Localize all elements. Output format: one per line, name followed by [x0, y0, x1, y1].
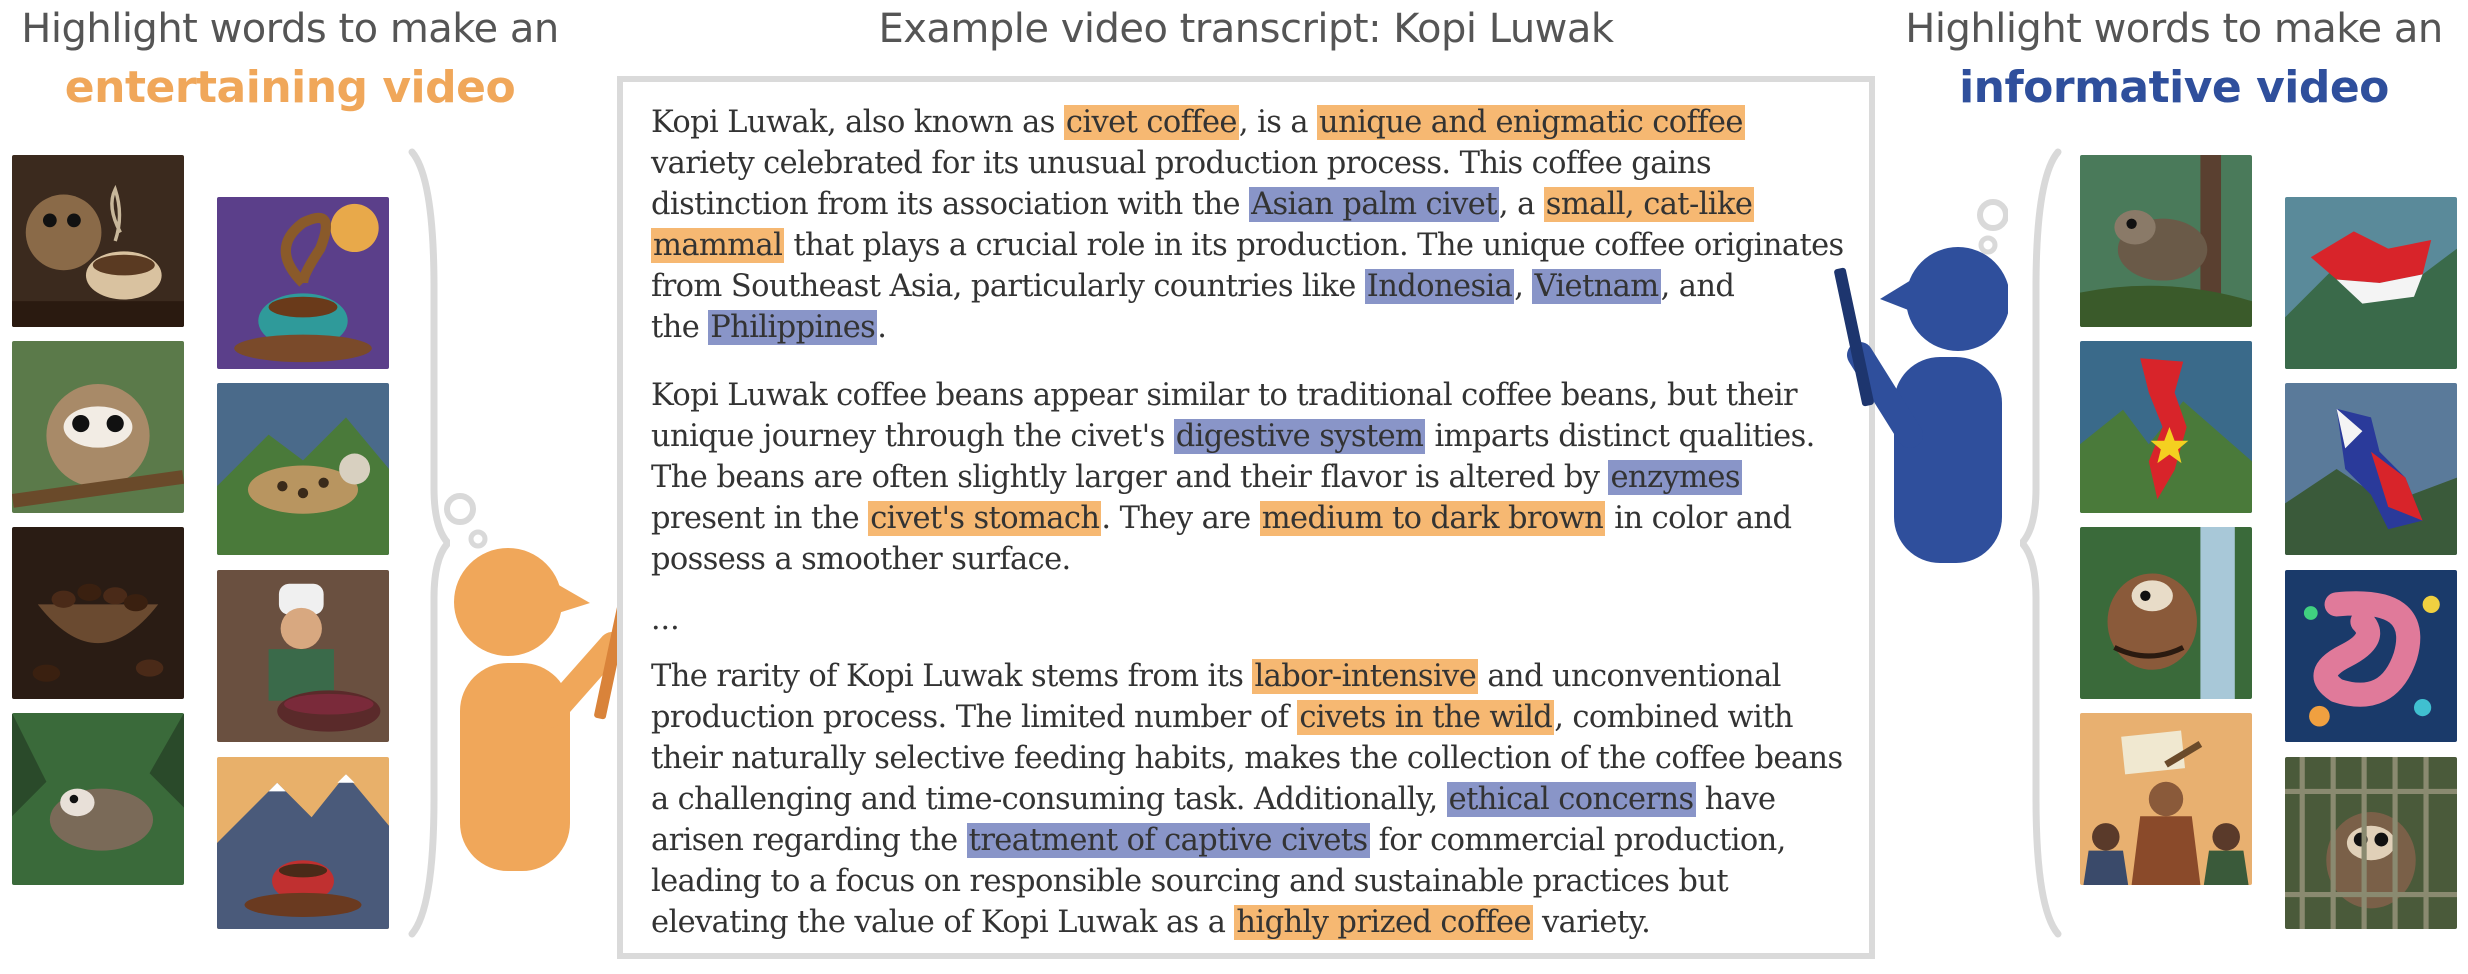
transcript-text: that plays a crucial role in its product… — [784, 228, 1844, 263]
palm-civet-on-tree-image — [2080, 155, 2252, 327]
transcript-line: The beans are often slightly larger and … — [651, 457, 1861, 498]
coffee-beans-bowl-image — [12, 527, 184, 699]
transcript-text: from Southeast Asia, particularly countr… — [651, 269, 1365, 304]
transcript-text: The beans are often slightly larger and … — [651, 460, 1609, 495]
transcript-line: variety celebrated for its unusual produ… — [651, 143, 1861, 184]
left-heading-entertaining: entertaining video — [64, 62, 516, 113]
indonesia-map-flag-image — [2285, 197, 2457, 369]
transcript-text: . — [877, 310, 887, 345]
transcript-text: Kopi Luwak, also known as — [651, 105, 1064, 140]
caged-civet-image — [2285, 757, 2457, 929]
transcript-line: possess a smoother surface. — [651, 539, 1861, 580]
transcript-text: Kopi Luwak coffee beans appear similar t… — [651, 378, 1798, 413]
transcript-line: Kopi Luwak coffee beans appear similar t… — [651, 375, 1861, 416]
transcript-text: elevating the value of Kopi Luwak as a — [651, 905, 1235, 940]
entertaining-highlight: labor-intensive — [1252, 659, 1479, 694]
entertaining-person-icon — [444, 493, 634, 871]
transcript-line: The rarity of Kopi Luwak stems from its … — [651, 656, 1861, 697]
protest-crowd-image — [2080, 713, 2252, 885]
transcript-paragraph-2: Kopi Luwak coffee beans appear similar t… — [651, 375, 1861, 580]
chef-roasting-beans-image — [217, 570, 389, 742]
transcript-text: their naturally selective feeding habits… — [651, 741, 1843, 776]
transcript-line: production process. The limited number o… — [651, 697, 1861, 738]
transcript-text: a challenging and time-consuming task. A… — [651, 782, 1447, 817]
transcript-box: Kopi Luwak, also known as civet coffee, … — [617, 76, 1875, 959]
informative-highlight: ethical concerns — [1446, 782, 1696, 817]
transcript-line: their naturally selective feeding habits… — [651, 738, 1861, 779]
civet-in-jungle-image — [12, 713, 184, 885]
entertaining-highlight: medium to dark brown — [1259, 501, 1606, 536]
informative-highlight: treatment of captive civets — [966, 823, 1370, 858]
entertaining-highlight: civet coffee — [1063, 105, 1239, 140]
transcript-text: arisen regarding the — [651, 823, 967, 858]
transcript-text: leading to a focus on responsible sourci… — [651, 864, 1729, 899]
transcript-line: from Southeast Asia, particularly countr… — [651, 266, 1861, 307]
transcript-line: a challenging and time-consuming task. A… — [651, 779, 1861, 820]
transcript-paragraph-1: Kopi Luwak, also known as civet coffee, … — [651, 102, 1861, 348]
transcript-text: possess a smoother surface. — [651, 542, 1071, 577]
transcript-text: the — [651, 310, 709, 345]
civet-with-coffee-cup-image — [12, 155, 184, 327]
transcript-text: , a — [1498, 187, 1544, 222]
transcript-text: unique journey through the civet's — [651, 419, 1174, 454]
transcript-text: have — [1695, 782, 1776, 817]
transcript-text: imparts distinct qualities. — [1425, 419, 1815, 454]
transcript-title: Example video transcript: Kopi Luwak — [878, 6, 1614, 52]
entertaining-highlight: civet's stomach — [868, 501, 1102, 536]
informative-highlight: Vietnam — [1532, 269, 1661, 304]
transcript-text: present in the — [651, 501, 869, 536]
transcript-line: elevating the value of Kopi Luwak as a h… — [651, 902, 1861, 943]
left-heading-line1: Highlight words to make an — [21, 6, 559, 52]
spotted-civet-image — [217, 383, 389, 555]
informative-highlight: enzymes — [1608, 460, 1742, 495]
transcript-text: , and — [1660, 269, 1735, 304]
transcript-text: for commercial production, — [1369, 823, 1787, 858]
transcript-text: variety. — [1532, 905, 1651, 940]
informative-highlight: Asian palm civet — [1249, 187, 1499, 222]
entertaining-highlight: highly prized coffee — [1234, 905, 1533, 940]
left-brace — [408, 148, 450, 938]
vietnam-map-flag-image — [2080, 341, 2252, 513]
informative-highlight: digestive system — [1173, 419, 1426, 454]
coffee-cup-mountains-image — [217, 757, 389, 929]
philippines-map-flag-image — [2285, 383, 2457, 555]
transcript-text: . They are — [1101, 501, 1260, 536]
informative-person-icon — [1834, 199, 2008, 563]
transcript-text: , combined with — [1554, 700, 1793, 735]
transcript-line: leading to a focus on responsible sourci… — [651, 861, 1861, 902]
transcript-line: Kopi Luwak, also known as civet coffee, … — [651, 102, 1861, 143]
transcript-line: present in the civet's stomach. They are… — [651, 498, 1861, 539]
civet-on-branch-image — [12, 341, 184, 513]
entertaining-highlight: unique and enigmatic coffee — [1317, 105, 1745, 140]
transcript-ellipsis: ... — [651, 602, 680, 637]
transcript-text: , — [1514, 269, 1533, 304]
digestive-system-enzymes-image — [2285, 570, 2457, 742]
transcript-text: distinction from its association with th… — [651, 187, 1250, 222]
transcript-line: mammal that plays a crucial role in its … — [651, 225, 1861, 266]
swirling-coffee-cup-image — [217, 197, 389, 369]
right-heading-informative: informative video — [1959, 62, 2389, 113]
transcript-line: distinction from its association with th… — [651, 184, 1861, 225]
transcript-text: , is a — [1238, 105, 1318, 140]
transcript-line: the Philippines. — [651, 307, 1861, 348]
transcript-text: in color and — [1605, 501, 1792, 536]
right-heading-line1: Highlight words to make an — [1905, 6, 2443, 52]
informative-highlight: Philippines — [708, 310, 878, 345]
transcript-line: unique journey through the civet's diges… — [651, 416, 1861, 457]
transcript-text: The rarity of Kopi Luwak stems from its — [651, 659, 1253, 694]
entertaining-highlight: small, cat-like — [1543, 187, 1755, 222]
civet-by-waterfall-image — [2080, 527, 2252, 699]
transcript-text: and unconventional — [1478, 659, 1781, 694]
entertaining-highlight: civets in the wild — [1297, 700, 1555, 735]
entertaining-highlight: mammal — [651, 228, 785, 263]
transcript-text: variety celebrated for its unusual produ… — [651, 146, 1712, 181]
transcript-text: production process. The limited number o… — [651, 700, 1298, 735]
transcript-line: arisen regarding the treatment of captiv… — [651, 820, 1861, 861]
right-brace — [2020, 148, 2062, 938]
informative-highlight: Indonesia — [1364, 269, 1515, 304]
transcript-paragraph-3: The rarity of Kopi Luwak stems from its … — [651, 656, 1861, 943]
